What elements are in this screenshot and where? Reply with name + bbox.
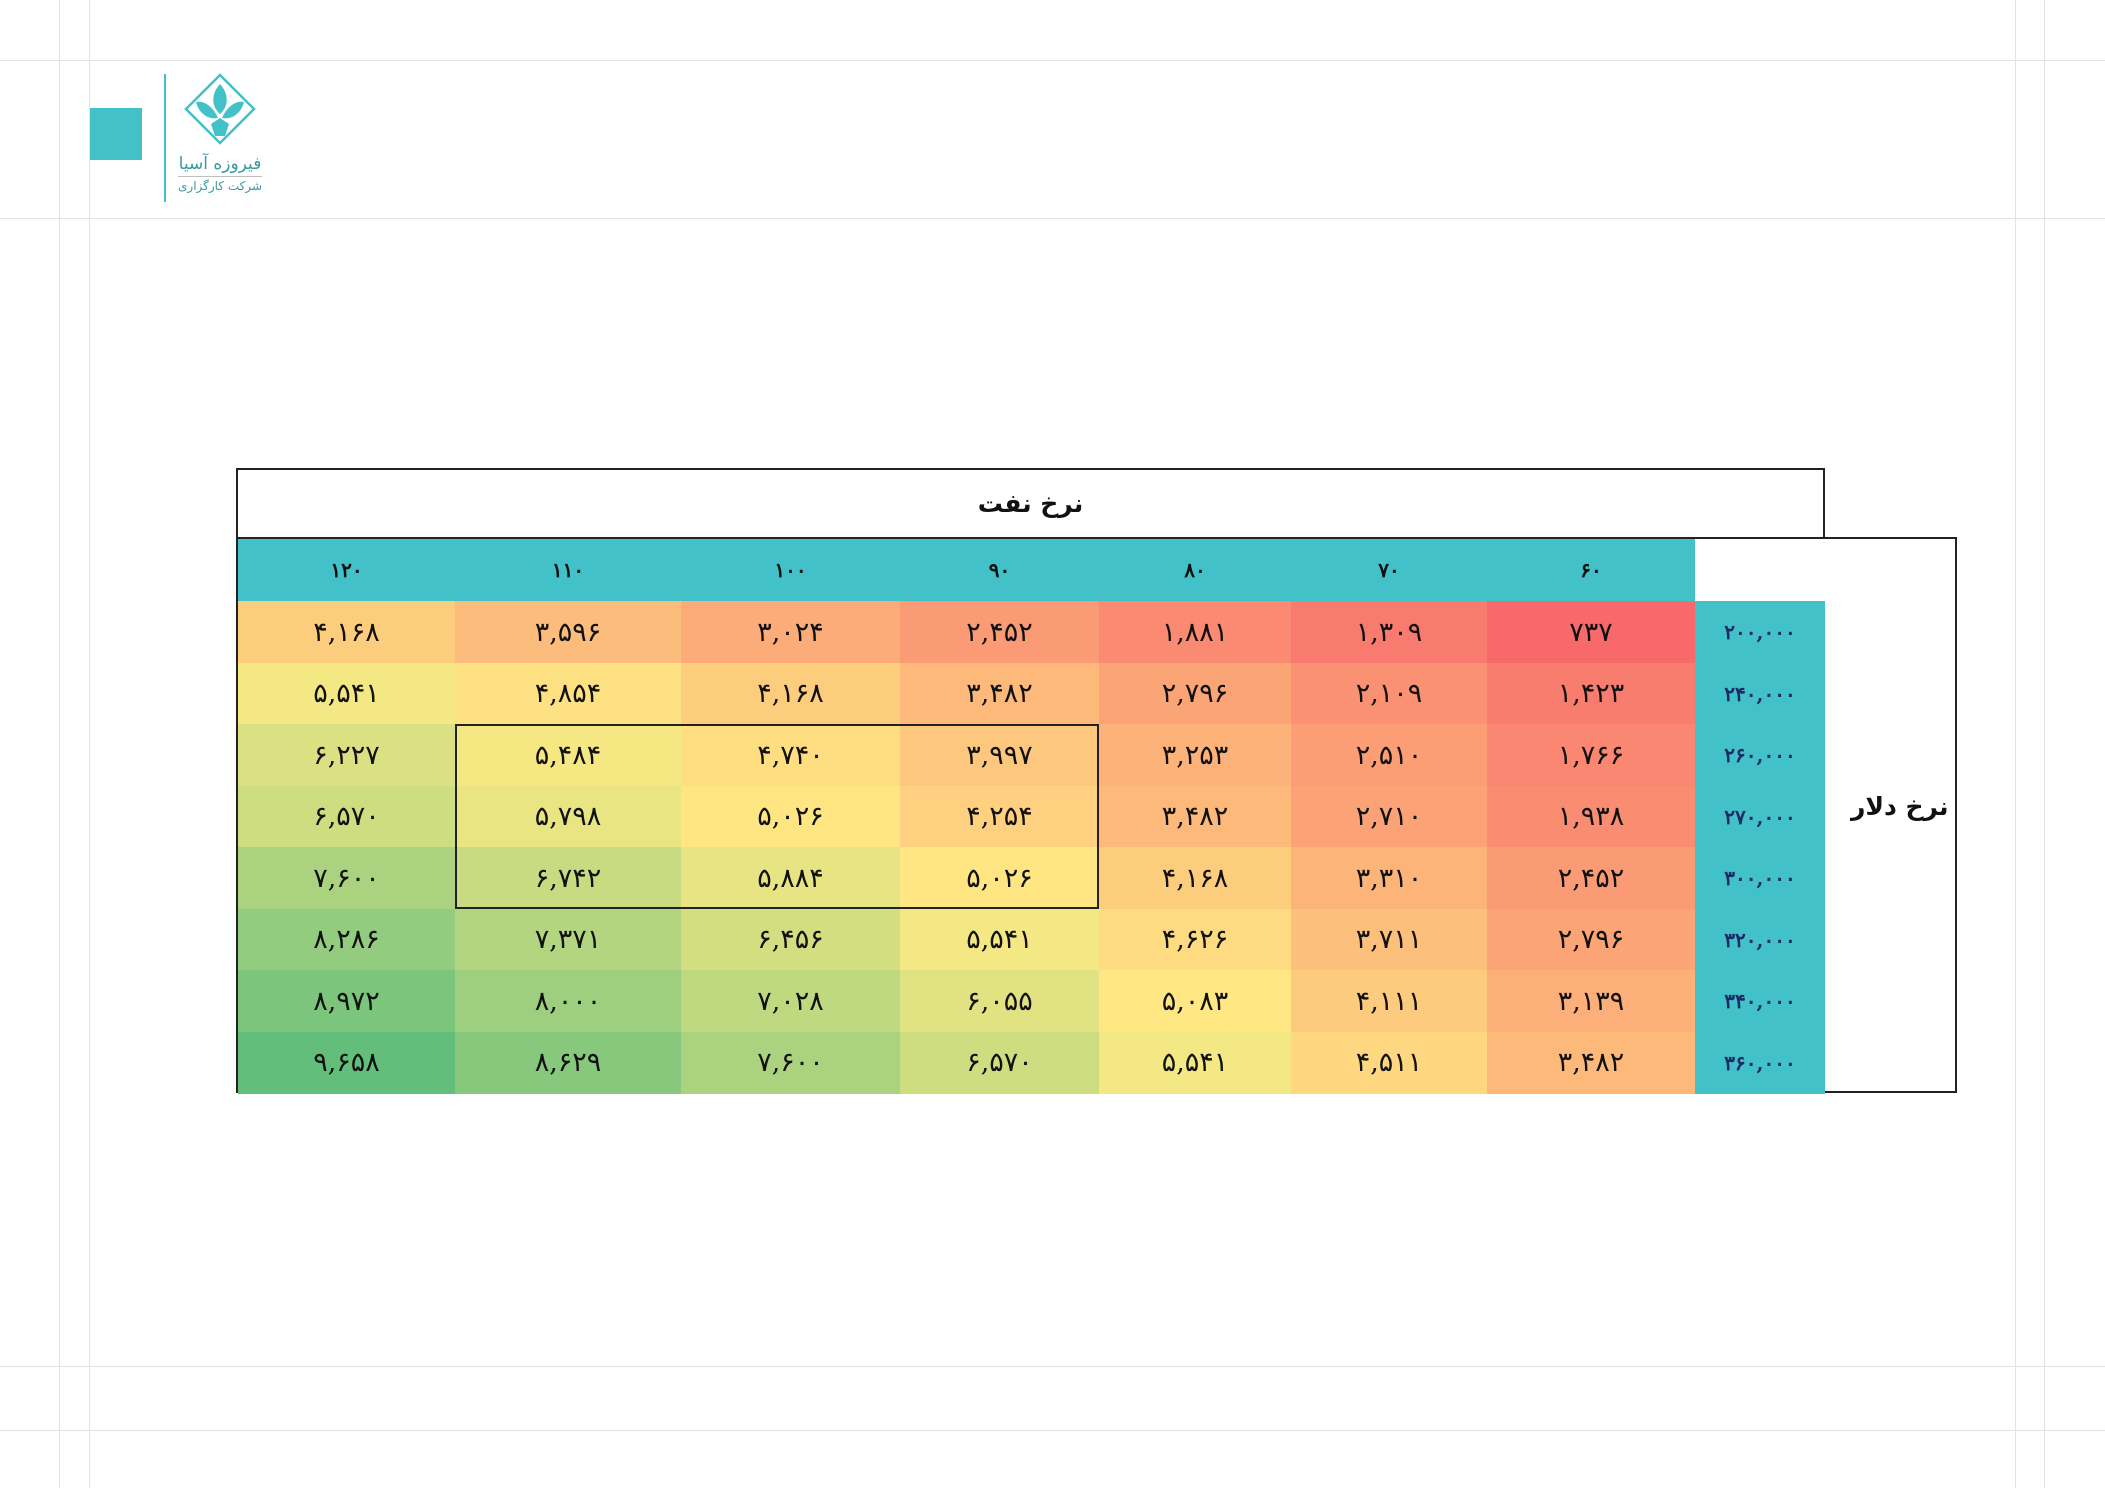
dollar-rate-axis-title: نرخ دلار [1851,792,1949,821]
heatmap-cell: ۵,۵۴۱ [900,908,1099,971]
heatmap-cell: ۵,۰۸۳ [1099,970,1291,1032]
heatmap-cell: ۳,۰۲۴ [681,601,900,663]
heatmap-cell: ۱,۳۰۹ [1291,601,1487,663]
heatmap-cell: ۷,۰۲۸ [681,970,900,1032]
brand-divider [164,74,166,202]
heatmap-cell: ۱,۹۳۸ [1487,785,1695,848]
brand-accent-square [90,108,142,160]
heatmap-cell: ۳,۴۸۲ [1487,1031,1695,1094]
heatmap-cell: ۲,۷۹۶ [1099,662,1291,725]
heatmap-cell: ۴,۵۱۱ [1291,1031,1487,1094]
oil-price-header: ۱۱۰ [455,539,681,601]
heatmap-cell: ۴,۱۱۱ [1291,970,1487,1032]
heatmap-cell: ۳,۷۱۱ [1291,908,1487,971]
heatmap-cell: ۵,۵۴۱ [1099,1031,1291,1094]
heatmap-cell: ۳,۱۳۹ [1487,970,1695,1032]
heatmap-cell: ۸,۰۰۰ [455,970,681,1032]
corner-cell [1695,539,1825,601]
heatmap-cell: ۵,۵۴۱ [238,662,455,725]
heatmap-cell: ۴,۲۵۴ [900,785,1099,848]
heatmap-cell: ۶,۷۴۲ [455,847,681,909]
company-name: فیروزه آسیا [178,154,262,174]
heatmap-cell: ۸,۲۸۶ [238,908,455,971]
margin-guide [2015,0,2016,1488]
dollar-rate-header: ۲۰۰,۰۰۰ [1695,601,1825,663]
turquoise-emblem-icon [184,73,256,145]
heatmap-cell: ۲,۷۱۰ [1291,785,1487,848]
oil-price-header: ۶۰ [1487,539,1695,601]
heatmap-cell: ۵,۷۹۸ [455,785,681,848]
company-logo: فیروزه آسیا شرکت کارگزاری [174,72,266,202]
heatmap-cell: ۹,۶۵۸ [238,1031,455,1094]
heatmap-cell: ۷,۶۰۰ [681,1031,900,1094]
heatmap-cell: ۶,۲۲۷ [238,724,455,786]
margin-guide [2044,0,2045,1488]
margin-guide [0,60,2105,61]
dollar-rate-header: ۳۴۰,۰۰۰ [1695,970,1825,1032]
heatmap-cell: ۵,۸۸۴ [681,847,900,909]
margin-guide [0,1366,2105,1367]
oil-price-header: ۹۰ [900,539,1099,601]
sensitivity-table: نرخ دلار ۱۲۰ ۱۱۰ ۱۰۰ ۹۰ ۸۰ ۷۰ ۶۰ ۴,۱۶۸ ۳,۵۹۶ ۳,۰۲… [236,537,1957,1094]
heatmap-cell: ۱,۸۸۱ [1099,601,1291,663]
dollar-rate-header: ۳۲۰,۰۰۰ [1695,908,1825,971]
heatmap-cell: ۳,۹۹۷ [900,724,1099,786]
margin-guide [89,0,90,1488]
heatmap-cell: ۳,۴۸۲ [900,662,1099,725]
heatmap-cell: ۶,۰۵۵ [900,970,1099,1032]
heatmap-cell: ۲,۱۰۹ [1291,662,1487,725]
dollar-rate-header: ۲۴۰,۰۰۰ [1695,662,1825,725]
heatmap-cell: ۲,۴۵۲ [900,601,1099,663]
dollar-rate-header: ۲۶۰,۰۰۰ [1695,724,1825,786]
margin-guide [0,218,2105,219]
margin-guide [0,1430,2105,1431]
heatmap-cell: ۴,۱۶۸ [681,662,900,725]
heatmap-cell: ۶,۵۷۰ [900,1031,1099,1094]
heatmap-cell: ۶,۵۷۰ [238,785,455,848]
dollar-rate-header: ۳۰۰,۰۰۰ [1695,847,1825,909]
heatmap-cell: ۳,۵۹۶ [455,601,681,663]
heatmap-cell: ۴,۸۵۴ [455,662,681,725]
heatmap-cell: ۳,۳۱۰ [1291,847,1487,909]
dollar-rate-header: ۳۶۰,۰۰۰ [1695,1031,1825,1094]
heatmap-cell: ۴,۱۶۸ [238,601,455,663]
margin-guide [59,0,60,1488]
heatmap-cell: ۴,۶۲۶ [1099,908,1291,971]
heatmap-cell: ۱,۴۲۳ [1487,662,1695,725]
oil-price-header: ۸۰ [1099,539,1291,601]
heatmap-cell: ۷,۶۰۰ [238,847,455,909]
heatmap-cell: ۵,۰۲۶ [900,847,1099,909]
heatmap-cell: ۵,۰۲۶ [681,785,900,848]
heatmap-cell: ۲,۴۵۲ [1487,847,1695,909]
dollar-rate-header: ۲۷۰,۰۰۰ [1695,785,1825,848]
heatmap-cell: ۳,۴۸۲ [1099,785,1291,848]
oil-price-header: ۱۲۰ [238,539,455,601]
heatmap-cell: ۲,۵۱۰ [1291,724,1487,786]
heatmap-cell: ۵,۴۸۴ [455,724,681,786]
oil-price-axis-title: نرخ نفت [236,468,1825,537]
heatmap-cell: ۸,۶۲۹ [455,1031,681,1094]
heatmap-cell: ۷۳۷ [1487,601,1695,663]
heatmap-cell: ۸,۹۷۲ [238,970,455,1032]
heatmap-cell: ۳,۲۵۳ [1099,724,1291,786]
heatmap-cell: ۶,۴۵۶ [681,908,900,971]
heatmap-cell: ۱,۷۶۶ [1487,724,1695,786]
heatmap-cell: ۴,۱۶۸ [1099,847,1291,909]
heatmap-cell: ۲,۷۹۶ [1487,908,1695,971]
company-subtitle: شرکت کارگزاری [178,176,262,193]
oil-price-header: ۷۰ [1291,539,1487,601]
heatmap-cell: ۷,۳۷۱ [455,908,681,971]
heatmap-cell: ۴,۷۴۰ [681,724,900,786]
oil-price-header: ۱۰۰ [681,539,900,601]
